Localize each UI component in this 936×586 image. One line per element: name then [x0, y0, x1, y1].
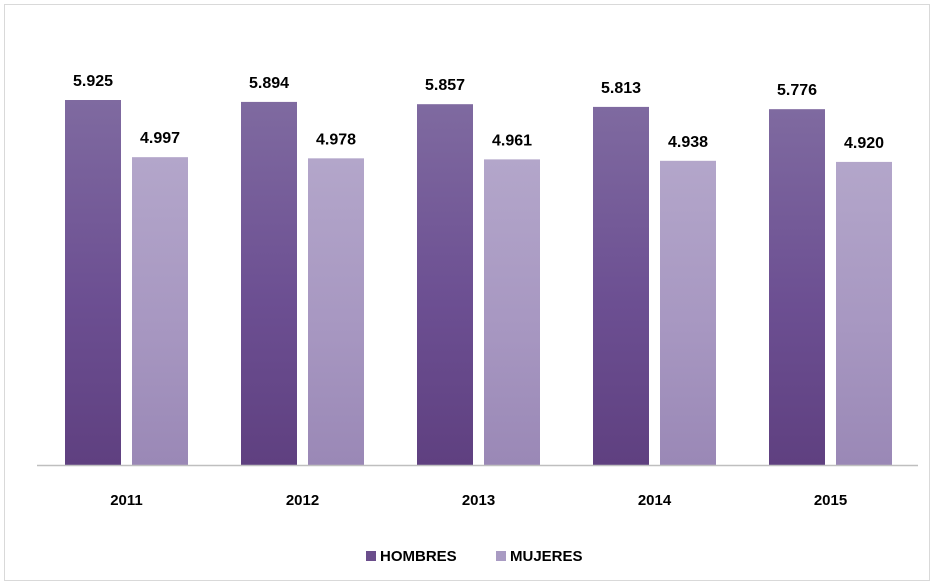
- data-label-hombres-2012: 5.894: [249, 75, 289, 92]
- x-tick-label-2015: 2015: [814, 492, 847, 509]
- data-label-hombres-2011: 5.925: [73, 73, 113, 90]
- x-tick-label-2012: 2012: [286, 492, 319, 509]
- data-label-hombres-2014: 5.813: [601, 80, 641, 97]
- x-tick-label-2011: 2011: [110, 492, 143, 509]
- data-label-mujeres-2015: 4.920: [844, 135, 884, 152]
- data-label-mujeres-2014: 4.938: [668, 134, 708, 151]
- bar-hombres-2012: [241, 101, 297, 466]
- bar-mujeres-2012: [308, 158, 364, 466]
- data-label-mujeres-2013: 4.961: [492, 132, 532, 149]
- bar-mujeres-2011: [132, 157, 188, 465]
- bar-hombres-2014: [593, 106, 649, 466]
- bar-hombres-2011: [65, 100, 121, 465]
- legend-label-hombres: HOMBRES: [380, 548, 457, 565]
- legend: HOMBRES MUJERES: [366, 548, 583, 565]
- data-label-mujeres-2011: 4.997: [140, 130, 180, 147]
- data-label-hombres-2015: 5.776: [777, 82, 817, 99]
- bar-mujeres-2015: [836, 161, 892, 466]
- legend-swatch-mujeres: [496, 551, 506, 561]
- x-tick-label-2013: 2013: [462, 492, 495, 509]
- data-label-mujeres-2012: 4.978: [316, 131, 356, 148]
- x-tick-label-2014: 2014: [638, 492, 672, 509]
- data-label-hombres-2013: 5.857: [425, 77, 465, 94]
- plot-area: 5.925 4.997 2011 5.894 4.978 2012 5.857 4.961 20…: [37, 73, 918, 509]
- bar-mujeres-2013: [484, 159, 540, 465]
- legend-swatch-hombres: [366, 551, 376, 561]
- bar-hombres-2015: [769, 109, 825, 466]
- bar-hombres-2013: [417, 104, 473, 465]
- legend-label-mujeres: MUJERES: [510, 548, 583, 565]
- bar-mujeres-2014: [660, 160, 716, 465]
